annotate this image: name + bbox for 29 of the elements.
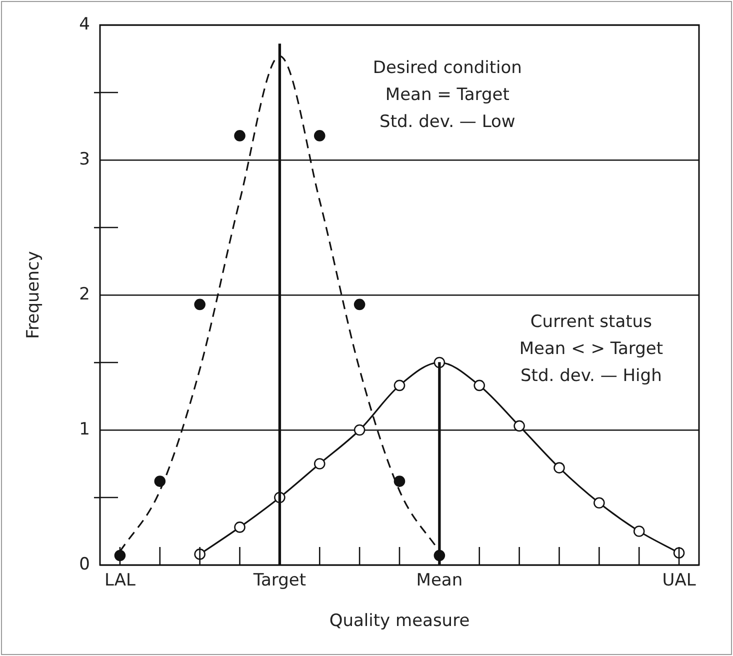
point: [474, 380, 486, 392]
y-tick-label: 1: [79, 419, 90, 440]
y-tick-label: 2: [79, 284, 90, 304]
point: [234, 522, 246, 533]
x-tick-label: UAL: [662, 570, 696, 591]
y-tick-label: 4: [79, 14, 90, 34]
x-axis-title: Quality measure: [329, 611, 470, 632]
point: [394, 380, 406, 392]
point: [314, 130, 326, 142]
x-tick-label: Target: [252, 570, 306, 591]
annotation: Desired condition Mean = Target Std. dev. — Low: [372, 58, 522, 132]
point: [354, 298, 366, 310]
annotation: Current status Mean < > Target Std. dev. — High: [519, 312, 664, 386]
point: [673, 547, 685, 558]
point: [514, 420, 525, 432]
point: [154, 476, 166, 487]
y-axis-title: Frequency: [24, 251, 44, 339]
x-tick-label: Mean: [416, 570, 463, 591]
x-tick-label: LAL: [104, 570, 136, 591]
y-tick-label: 0: [79, 554, 90, 574]
point: [234, 130, 246, 142]
point: [354, 424, 366, 436]
y-tick-label: 3: [79, 149, 90, 170]
point: [314, 458, 326, 470]
point: [394, 476, 406, 487]
point: [554, 462, 565, 474]
point: [594, 497, 605, 509]
point: [194, 298, 206, 310]
point: [633, 526, 645, 537]
